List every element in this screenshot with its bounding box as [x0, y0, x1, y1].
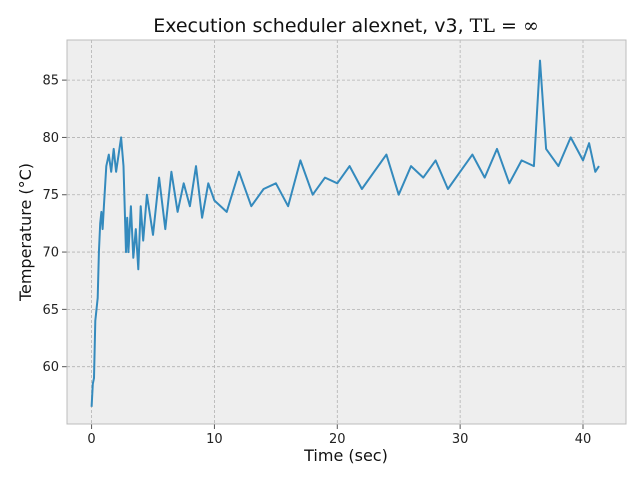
x-axis-label: Time (sec) [303, 446, 388, 465]
title: Execution scheduler alexnet, v3, TL = ∞ [153, 15, 539, 37]
x-tick-label: 30 [452, 432, 469, 447]
x-tick-label: 0 [87, 432, 95, 447]
x-tick-label: 20 [329, 432, 346, 447]
title-text: Execution scheduler alexnet, v3, [153, 15, 463, 37]
y-tick-label: 75 [42, 188, 59, 203]
y-tick-label: 70 [42, 246, 59, 261]
y-tick-label: 60 [42, 360, 59, 375]
plot-background [67, 40, 626, 424]
x-tick-label: 10 [206, 432, 223, 447]
x-tick-label: 40 [575, 432, 592, 447]
plot-area: 0 10 20 30 40 60 65 70 75 80 85 [42, 39, 627, 447]
svg-text:Execution scheduler alexnet, v: Execution scheduler alexnet, v3, TL = ∞ [153, 15, 539, 37]
y-tick-label: 85 [42, 74, 59, 89]
y-axis-label: Temperature (°C) [16, 163, 35, 302]
y-tick-label: 80 [42, 131, 59, 146]
series-line [90, 59, 600, 407]
plot-border [66, 39, 627, 425]
title-math: TL = ∞ [470, 15, 539, 37]
y-tick-label: 65 [42, 303, 59, 318]
